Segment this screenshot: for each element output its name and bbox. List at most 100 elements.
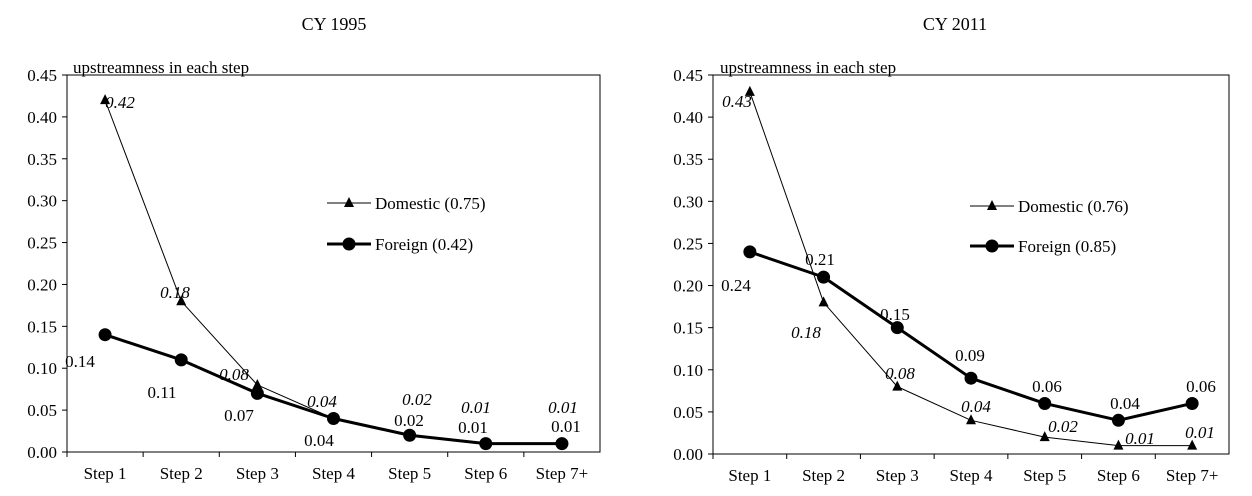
data-point [100, 94, 111, 105]
data-point [1185, 396, 1199, 410]
data-point [252, 378, 263, 389]
data-label: 0.08 [219, 365, 249, 384]
y-tick-label: 0.10 [673, 361, 703, 380]
data-label: 0.02 [1048, 417, 1078, 436]
data-label: 0.01 [548, 398, 578, 417]
legend-label: Foreign (0.42) [375, 235, 473, 254]
data-point [1113, 439, 1124, 450]
data-label: 0.02 [402, 390, 432, 409]
data-label: 0.01 [458, 418, 488, 437]
x-tick-label: Step 5 [1023, 466, 1066, 485]
y-tick-label: 0.10 [27, 359, 57, 378]
plot-frame [712, 74, 1230, 455]
y-tick-label: 0.35 [27, 150, 57, 169]
chart-2: CY 2011 upstreamness in each step 0.00 0.05… [673, 14, 1230, 485]
chart-title: CY 2011 [923, 14, 987, 34]
data-label: 0.18 [791, 323, 821, 342]
y-tick-label: 0.40 [673, 108, 703, 127]
chart-1: CY 1995 upstreamness in each step 0.00 0.05… [27, 14, 601, 483]
x-tick-label: Step 1 [84, 464, 127, 483]
data-label: 0.21 [805, 250, 835, 269]
data-label: 0.15 [880, 305, 910, 324]
x-tick-label: Step 2 [802, 466, 845, 485]
legend-marker [987, 200, 997, 210]
data-point [966, 414, 976, 425]
legend-marker [985, 239, 999, 253]
data-label: 0.04 [961, 397, 991, 416]
y-tick-label: 0.05 [27, 401, 57, 420]
y-axis-label: upstreamness in each step [73, 58, 249, 77]
data-label: 0.06 [1032, 377, 1062, 396]
y-tick-label: 0.45 [27, 66, 57, 85]
data-label: 0.18 [160, 283, 190, 302]
y-tick-label: 0.00 [27, 443, 57, 462]
data-label: 0.42 [105, 93, 135, 112]
data-label: 0.01 [1125, 429, 1155, 448]
legend-marker [344, 197, 354, 207]
data-label: 0.06 [1186, 377, 1216, 396]
data-point [250, 386, 264, 400]
data-point [555, 437, 569, 451]
y-axis-label: upstreamness in each step [720, 58, 896, 77]
y-tick-label: 0.30 [27, 192, 57, 211]
data-label: 0.08 [885, 364, 915, 383]
data-label: 0.04 [307, 392, 337, 411]
data-label: 0.01 [1185, 423, 1215, 442]
data-point [479, 437, 493, 451]
y-tick-label: 0.20 [27, 275, 57, 294]
data-point [1111, 413, 1125, 427]
y-tick-label: 0.05 [673, 403, 703, 422]
data-point [98, 328, 112, 342]
plot-frame [66, 74, 601, 453]
data-point [1039, 431, 1050, 442]
legend-label: Domestic (0.76) [1018, 197, 1128, 216]
data-point [403, 428, 417, 442]
x-tick-label: Step 7+ [536, 464, 589, 483]
y-tick-label: 0.25 [673, 234, 703, 253]
y-tick-label: 0.40 [27, 108, 57, 127]
data-point [890, 321, 904, 335]
data-label: 0.24 [721, 276, 751, 295]
legend-label: Foreign (0.85) [1018, 237, 1116, 256]
data-point [964, 371, 978, 385]
data-label: 0.01 [461, 398, 491, 417]
y-tick-label: 0.20 [673, 277, 703, 296]
data-label: 0.01 [551, 417, 581, 436]
x-tick-label: Step 1 [728, 466, 771, 485]
x-tick-label: Step 3 [876, 466, 919, 485]
x-tick-label: Step 5 [388, 464, 431, 483]
x-tick-label: Step 3 [236, 464, 279, 483]
data-label: 0.02 [394, 411, 424, 430]
data-label: 0.11 [147, 383, 176, 402]
data-point [744, 85, 755, 96]
x-tick-label: Step 4 [950, 466, 993, 485]
data-point [1038, 396, 1052, 410]
data-point [176, 295, 187, 306]
y-tick-label: 0.35 [673, 150, 703, 169]
y-tick-label: 0.15 [27, 317, 57, 336]
data-point [817, 270, 831, 284]
data-point [327, 411, 340, 425]
legend-marker [342, 237, 356, 251]
data-point [1187, 439, 1198, 450]
chart-title: CY 1995 [302, 14, 367, 34]
data-point [174, 353, 188, 367]
x-tick-label: Step 6 [464, 464, 507, 483]
data-label: 0.43 [722, 92, 752, 111]
data-label: 0.04 [1110, 394, 1140, 413]
y-tick-label: 0.30 [673, 192, 703, 211]
data-label: 0.07 [224, 406, 254, 425]
x-tick-label: Step 4 [312, 464, 355, 483]
legend-label: Domestic (0.75) [375, 194, 485, 213]
y-tick-label: 0.25 [27, 234, 57, 253]
data-point [818, 296, 829, 307]
data-label: 0.04 [304, 431, 334, 450]
x-tick-label: Step 7+ [1166, 466, 1219, 485]
data-label: 0.14 [65, 352, 95, 371]
y-tick-label: 0.45 [673, 66, 703, 85]
y-tick-label: 0.00 [673, 445, 703, 464]
x-tick-label: Step 2 [160, 464, 203, 483]
y-tick-label: 0.15 [673, 319, 703, 338]
data-point [892, 380, 903, 391]
